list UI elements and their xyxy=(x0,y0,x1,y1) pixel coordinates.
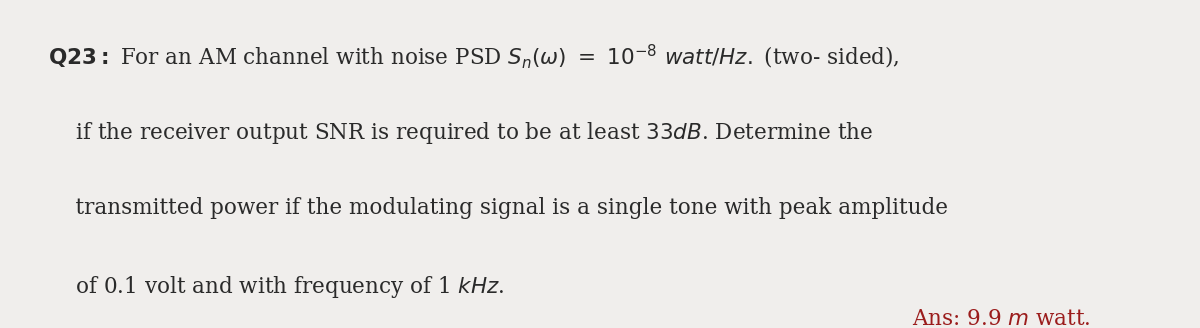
Text: of 0.1 volt and with frequency of 1 $\mathit{kHz}$.: of 0.1 volt and with frequency of 1 $\ma… xyxy=(48,274,504,300)
Text: if the receiver output SNR is required to be at least $33\mathit{dB}$. Determine: if the receiver output SNR is required t… xyxy=(48,120,874,146)
Text: Ans: 9.9 $\mathit{m}$ watt.: Ans: 9.9 $\mathit{m}$ watt. xyxy=(912,308,1091,328)
Text: $\mathbf{Q23:}$ For an AM channel with noise PSD $S_n(\omega)\ =\ 10^{-8}\ \math: $\mathbf{Q23:}$ For an AM channel with n… xyxy=(48,43,900,71)
Text: transmitted power if the modulating signal is a single tone with peak amplitude: transmitted power if the modulating sign… xyxy=(48,197,948,219)
